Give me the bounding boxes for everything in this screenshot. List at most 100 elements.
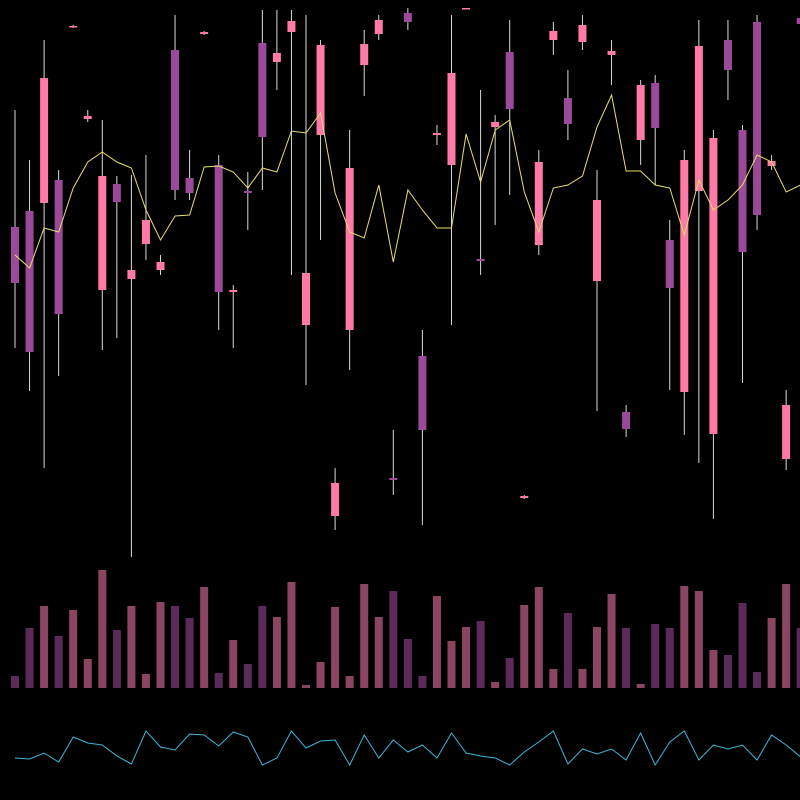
candle-body — [54, 180, 63, 314]
volume-bar — [200, 587, 209, 688]
candle-body — [374, 20, 383, 34]
volume-bar — [738, 603, 747, 688]
candle-body — [694, 46, 703, 191]
candle-body — [214, 165, 223, 292]
volume-bar — [520, 605, 529, 688]
candle-body — [723, 40, 732, 70]
candle-body — [331, 483, 340, 516]
candle-body — [258, 43, 267, 137]
candle-body — [287, 21, 296, 32]
candle-body — [636, 85, 645, 140]
candle-body — [360, 44, 369, 65]
candle-body — [156, 262, 165, 270]
volume-bar — [723, 655, 732, 688]
volume-bar — [462, 627, 471, 688]
volume-bar — [389, 591, 398, 688]
candle-body — [229, 290, 238, 292]
volume-bar — [651, 624, 660, 688]
candle-body — [665, 240, 674, 288]
candle-body — [432, 133, 441, 135]
volume-bar — [476, 621, 485, 688]
volume-bar — [418, 676, 427, 688]
volume-bar — [447, 641, 456, 688]
candle-body — [505, 52, 514, 109]
volume-bar — [243, 664, 252, 688]
volume-bar — [374, 617, 383, 688]
candle-body — [185, 178, 194, 193]
volume-bar — [680, 586, 689, 688]
volume-bar — [98, 570, 107, 688]
candle-body — [709, 138, 718, 434]
volume-bar — [83, 659, 92, 688]
volume-bar — [782, 584, 791, 688]
volume-bar — [709, 650, 718, 688]
volume-bar — [345, 676, 354, 688]
volume-bar — [25, 628, 34, 688]
volume-bar — [636, 684, 645, 688]
volume-bar — [694, 591, 703, 688]
volume-bar — [360, 584, 369, 688]
volume-bar — [578, 669, 587, 688]
volume-bar — [331, 607, 340, 688]
volume-bar — [127, 606, 136, 688]
volume-bar — [69, 610, 78, 688]
volume-bar — [432, 596, 441, 688]
volume-bar — [141, 674, 150, 688]
volume-bar — [491, 682, 500, 688]
candle-body — [98, 176, 107, 290]
volume-bar — [156, 602, 165, 688]
volume-bar — [753, 672, 762, 688]
candle-body — [40, 78, 49, 203]
candle-body — [520, 496, 529, 498]
volume-bar — [11, 676, 19, 688]
candle-body — [549, 31, 558, 40]
volume-bar — [112, 630, 121, 688]
volume-bar — [403, 639, 412, 688]
candle-body — [680, 160, 689, 392]
candle-body — [767, 161, 776, 166]
volume-bar — [767, 618, 776, 688]
volume-bar — [622, 628, 631, 688]
volume-bar — [171, 606, 180, 688]
candle-body — [563, 98, 572, 124]
candle-body — [200, 32, 209, 34]
volume-bar — [563, 613, 572, 688]
candle-body — [403, 13, 412, 22]
candle-body — [389, 478, 398, 480]
candle-body — [622, 412, 631, 429]
volume-bar — [665, 628, 674, 688]
volume-bar — [272, 617, 281, 688]
volume-bar — [185, 618, 194, 688]
candle-body — [491, 122, 500, 127]
moving-average-line — [14, 93, 800, 269]
candle-body — [462, 8, 471, 10]
candle-body — [651, 83, 660, 128]
candle-body — [607, 51, 616, 55]
oscillator-line — [14, 730, 800, 767]
volume-bar — [607, 594, 616, 688]
volume-bar — [316, 662, 325, 688]
candle-body — [25, 211, 34, 352]
candle-body — [753, 22, 762, 215]
candle-body — [83, 116, 92, 119]
candle-body — [578, 25, 587, 42]
candle-body — [476, 259, 485, 261]
volume-bar — [302, 685, 310, 688]
volume-bar — [229, 640, 238, 688]
volume-bar — [40, 606, 49, 688]
candle-body — [171, 50, 180, 190]
volume-bar — [214, 673, 223, 688]
candle-body — [141, 220, 150, 244]
volume-bar — [549, 669, 558, 688]
candle-body — [447, 73, 456, 165]
volume-bar — [287, 582, 296, 688]
volume-bar — [54, 636, 63, 688]
candle-body — [738, 130, 747, 252]
volume-bar — [593, 627, 601, 688]
candle-body — [534, 162, 543, 245]
candle-body — [127, 270, 136, 279]
candle-body — [593, 200, 601, 281]
candle-body — [302, 273, 310, 325]
volume-bar — [258, 606, 267, 688]
